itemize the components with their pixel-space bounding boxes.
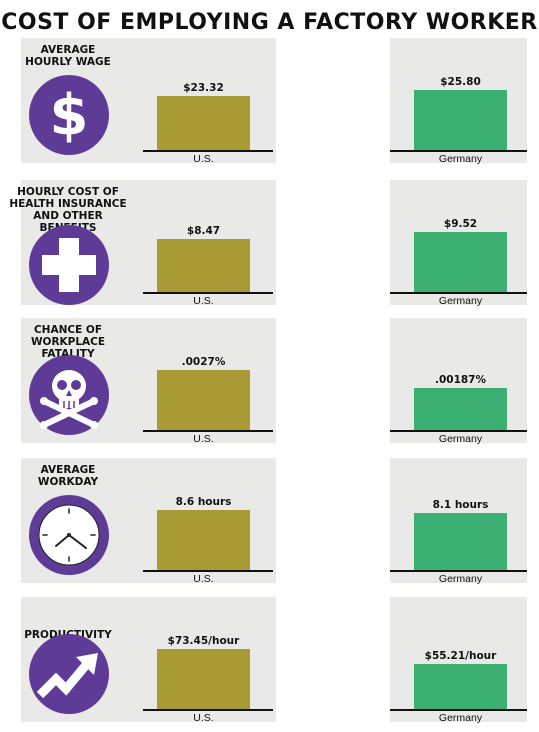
category-label: U.S. bbox=[193, 295, 214, 307]
us-bar bbox=[157, 239, 250, 292]
value-label: 8.6 hours bbox=[175, 496, 232, 508]
value-label: $25.80 bbox=[440, 76, 481, 88]
value-label: 8.1 hours bbox=[432, 499, 489, 511]
baseline bbox=[143, 430, 273, 432]
chart-row: AVERAGE WORKDAY 8.6 hours U.S. 8.1 hours Ge… bbox=[0, 458, 539, 585]
value-label: $23.32 bbox=[183, 82, 224, 94]
us-bar bbox=[157, 96, 250, 150]
baseline bbox=[143, 709, 273, 711]
category-label: U.S. bbox=[193, 573, 214, 585]
baseline bbox=[390, 150, 527, 152]
dollar-icon: $ bbox=[28, 74, 110, 156]
category-label: Germany bbox=[438, 573, 483, 585]
trend-arrow-icon bbox=[28, 633, 110, 715]
us-bar bbox=[157, 370, 250, 430]
chart-row: CHANCE OF WORKPLACE FATALITY .0027% U.S..… bbox=[0, 318, 539, 445]
svg-text:$: $ bbox=[50, 83, 89, 148]
clock-icon bbox=[28, 494, 110, 576]
category-label: Germany bbox=[438, 295, 483, 307]
germany-bar bbox=[414, 232, 507, 292]
baseline bbox=[390, 292, 527, 294]
baseline bbox=[390, 709, 527, 711]
category-label: Germany bbox=[438, 712, 483, 724]
chart-row: AVERAGE HOURLY WAGE $ $23.32 U.S. $25.80 Ger… bbox=[0, 38, 539, 165]
skull-icon bbox=[28, 354, 110, 436]
category-label: Germany bbox=[438, 433, 483, 445]
value-label: .0027% bbox=[181, 356, 226, 368]
chart-title: COST OF EMPLOYING A FACTORY WORKER bbox=[1, 10, 538, 35]
chart-row: HOURLY COST OF HEALTH INSURANCE AND OTHE… bbox=[0, 180, 539, 307]
baseline bbox=[143, 150, 273, 152]
germany-bar bbox=[414, 513, 507, 570]
value-label: $55.21/hour bbox=[424, 650, 497, 662]
germany-bar bbox=[414, 664, 507, 709]
category-label: U.S. bbox=[193, 153, 214, 165]
metric-label: AVERAGE WORKDAY bbox=[37, 464, 99, 488]
baseline bbox=[390, 570, 527, 572]
value-label: $8.47 bbox=[186, 225, 221, 237]
plus-icon bbox=[28, 224, 110, 306]
value-label: .00187% bbox=[434, 374, 487, 386]
baseline bbox=[143, 570, 273, 572]
metric-label: AVERAGE HOURLY WAGE bbox=[25, 44, 111, 68]
category-label: Germany bbox=[438, 153, 483, 165]
baseline bbox=[390, 430, 527, 432]
germany-bar bbox=[414, 90, 507, 150]
value-label: $9.52 bbox=[443, 218, 478, 230]
baseline bbox=[143, 292, 273, 294]
chart-row: PRODUCTIVITY $73.45/hourU.S.$55.21/hourG… bbox=[0, 597, 539, 724]
us-bar bbox=[157, 649, 250, 709]
germany-bar bbox=[414, 388, 507, 430]
value-label: $73.45/hour bbox=[167, 635, 240, 647]
category-label: U.S. bbox=[193, 712, 214, 724]
category-label: U.S. bbox=[193, 433, 214, 445]
us-bar bbox=[157, 510, 250, 570]
